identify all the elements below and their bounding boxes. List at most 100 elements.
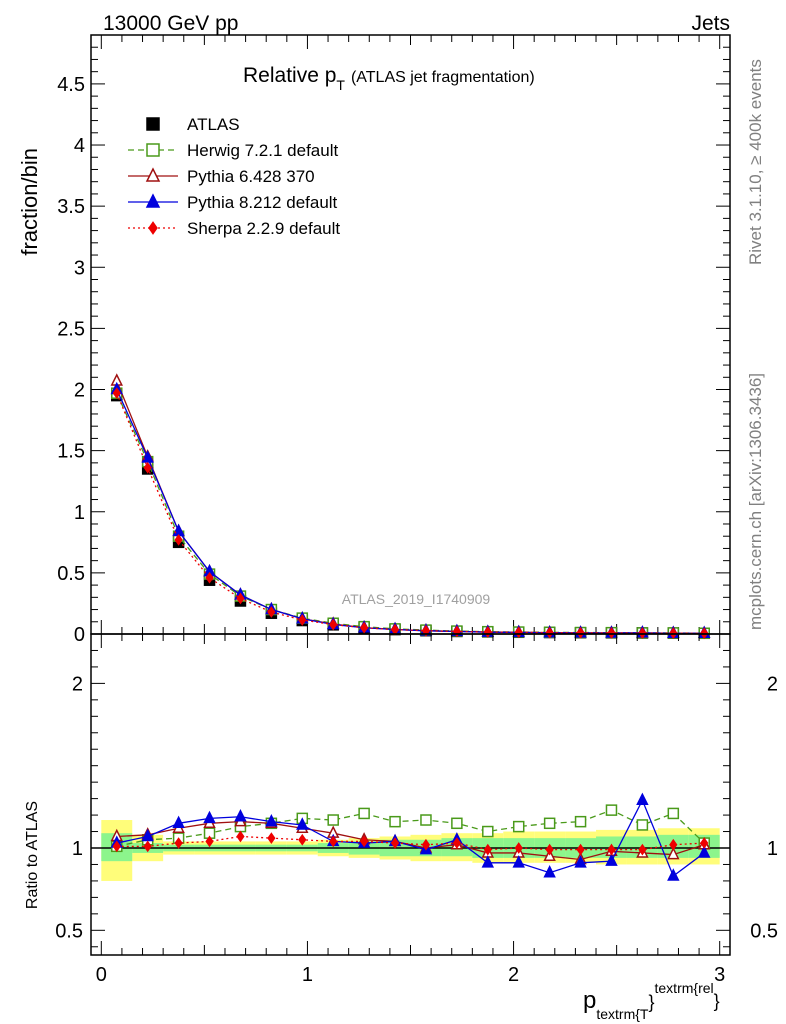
legend-label: Sherpa 2.2.9 default xyxy=(187,219,340,238)
header-right: Jets xyxy=(691,12,730,35)
data-point-ratio xyxy=(358,807,370,820)
analysis-tag: ATLAS_2019_I1740909 xyxy=(342,591,491,607)
data-point-main xyxy=(267,606,276,618)
data-point-ratio xyxy=(576,843,585,856)
main-plot-panel: 0 0.5 1 1.5 2 2.5 3 3.5 4 4.5 xyxy=(57,34,731,646)
data-point-ratio xyxy=(390,837,400,849)
data-point-ratio xyxy=(512,855,525,868)
data-point-ratio xyxy=(669,838,678,851)
data-point-ratio xyxy=(543,865,556,878)
data-point-main xyxy=(236,592,245,605)
y-tick-label: 1.5 xyxy=(57,441,85,463)
legend-entry: Sherpa 2.2.9 default xyxy=(128,219,340,238)
data-point-ratio xyxy=(605,804,618,816)
series-line-main xyxy=(116,392,705,634)
series-line-ratio xyxy=(116,798,705,878)
legend-label: Pythia 8.212 default xyxy=(187,193,338,212)
data-point-ratio xyxy=(514,842,523,854)
data-point-ratio xyxy=(574,815,587,828)
data-point-ratio xyxy=(638,843,647,856)
data-point-ratio xyxy=(172,815,185,829)
legend-marker xyxy=(146,117,160,131)
x-tick-label: 1 xyxy=(302,964,313,986)
data-point-main xyxy=(514,626,523,639)
y-tick-label: 2 xyxy=(74,380,85,402)
data-point-main xyxy=(638,627,647,639)
data-point-ratio xyxy=(667,846,680,860)
data-point-ratio xyxy=(298,833,307,846)
legend-marker xyxy=(145,167,161,182)
legend-marker xyxy=(145,193,161,208)
legend-entry: Pythia 8.212 default xyxy=(128,193,338,212)
header-left: 13000 GeV pp xyxy=(103,12,238,35)
data-point-ratio xyxy=(112,840,121,853)
data-point-ratio xyxy=(141,828,154,842)
data-point-ratio xyxy=(205,835,214,848)
data-point-ratio xyxy=(327,814,339,826)
series-line-ratio xyxy=(116,835,705,851)
plot-title: Relative pT (ATLAS jet fragmentation) xyxy=(243,64,535,93)
y-tick-label: 2.5 xyxy=(57,318,85,340)
data-point-ratio xyxy=(267,832,276,844)
data-point-ratio xyxy=(234,809,247,822)
data-point-main xyxy=(143,461,152,474)
data-point-ratio xyxy=(667,807,680,820)
data-point-ratio xyxy=(421,838,431,851)
ratio-y-tick-label-left: 1 xyxy=(72,838,83,860)
data-point-main xyxy=(545,626,554,639)
x-tick-label: 2 xyxy=(508,964,519,986)
data-point-ratio xyxy=(667,868,680,881)
ratio-y-tick-label-right: 0.5 xyxy=(750,920,778,942)
legend-marker xyxy=(148,221,158,235)
data-point-main xyxy=(421,624,431,637)
data-point-ratio xyxy=(636,792,649,806)
legend-entry: Herwig 7.2.1 default xyxy=(128,141,338,160)
data-point-ratio xyxy=(420,814,432,826)
data-point-main xyxy=(329,618,338,631)
data-point-ratio xyxy=(543,817,556,830)
title-suffix: (ATLAS jet fragmentation) xyxy=(351,69,535,86)
legend: ATLAS Herwig 7.2.1 default Pythia 6.428 37… xyxy=(128,115,340,238)
y-axis-label-bottom: Ratio to ATLAS xyxy=(24,801,41,909)
xlabel-sub: textrm{T xyxy=(596,1006,649,1022)
data-point-main xyxy=(298,614,307,626)
data-point-ratio xyxy=(174,837,183,849)
ratio-y-tick-label-right: 2 xyxy=(767,673,778,695)
data-point-ratio xyxy=(574,855,587,868)
x-tick-label: 3 xyxy=(714,964,725,986)
xlabel-main: p xyxy=(583,987,596,1014)
y-tick-label: 4.5 xyxy=(57,74,85,96)
xlabel-brace: } xyxy=(648,992,654,1012)
data-point-ratio xyxy=(698,845,711,858)
data-point-ratio xyxy=(512,820,525,833)
data-point-ratio xyxy=(236,830,245,843)
data-point-main xyxy=(607,627,616,639)
title-main: Relative p xyxy=(243,64,336,87)
legend-label: Pythia 6.428 370 xyxy=(187,167,315,186)
data-point-main xyxy=(360,621,369,634)
ratio-y-tick-label-left: 0.5 xyxy=(55,920,83,942)
data-point-ratio xyxy=(452,837,461,849)
legend-entry: Pythia 6.428 370 xyxy=(128,167,315,186)
mcplots-label: mcplots.cern.ch [arXiv:1306.3436] xyxy=(746,373,765,630)
ratio-plot-panel: 0.5 0.5 1 1 2 2 0 1 2 3 xyxy=(55,633,778,986)
data-point-ratio xyxy=(545,843,554,856)
data-point-ratio xyxy=(389,815,401,828)
data-point-main xyxy=(174,533,183,546)
legend-marker xyxy=(146,143,160,157)
data-point-ratio xyxy=(700,837,709,849)
data-point-main xyxy=(112,387,121,400)
data-point-ratio xyxy=(451,817,463,830)
legend-entry: ATLAS xyxy=(146,115,240,134)
y-tick-label: 3.5 xyxy=(57,196,85,218)
data-point-ratio xyxy=(329,835,338,848)
data-point-ratio xyxy=(607,843,616,856)
legend-label: ATLAS xyxy=(187,115,240,134)
legend-label: Herwig 7.2.1 default xyxy=(187,141,338,160)
data-point-ratio xyxy=(483,843,492,856)
y-tick-label: 3 xyxy=(74,257,85,279)
ratio-y-tick-label-right: 1 xyxy=(767,838,778,860)
ratio-frame xyxy=(90,633,731,956)
xlabel-brace-2: } xyxy=(714,991,720,1011)
